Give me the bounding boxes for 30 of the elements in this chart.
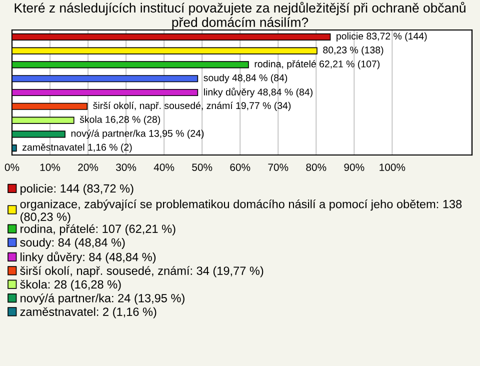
data-label: policie 83,72 % (144) (336, 32, 427, 42)
data-label: 80,23 % (138) (323, 46, 384, 56)
x-tick-label: 60% (230, 164, 250, 171)
data-label: rodina, přátelé 62,21 % (107) (254, 60, 380, 70)
x-tick-label: 0% (4, 164, 20, 171)
x-tick-label: 40% (154, 164, 174, 171)
x-tick-label: 80% (306, 164, 326, 171)
legend-label: linky důvěry: 84 (48,84 %) (20, 252, 156, 264)
data-label: nový/á partner/ka 13,95 % (24) (71, 130, 204, 139)
data-label: soudy 48,84 % (84) (204, 74, 288, 84)
data-label: širší okolí, např. sousedé, známí 19,77 % (34) (93, 102, 291, 111)
legend-label: širší okolí, např. sousedé, známí: 34 (19,77 %) (20, 266, 264, 278)
legend-label: soudy: 84 (48,84 %) (20, 238, 125, 249)
legend-label: škola: 28 (16,28 %) (20, 280, 121, 291)
x-tick-label: 20% (78, 164, 98, 171)
legend-label: organizace, zabývající se problematikou domácího násilí a pomocí jeho obětem: 138 (80,23 %) (20, 199, 462, 224)
x-tick-label: 100% (380, 164, 406, 171)
x-tick-label: 70% (268, 164, 288, 171)
x-tick-label: 90% (344, 164, 364, 171)
legend-label: zaměstnavatel: 2 (1,16 %) (20, 307, 156, 318)
chart-title: Které z následujících institucí považujete za nejdůležitější při ochraně občanů před domácím násilím? (14, 2, 466, 30)
x-tick-label: 50% (192, 164, 212, 171)
data-label: zaměstnavatel 1,16 % (2) (22, 144, 132, 153)
legend-label: policie: 144 (83,72 %) (20, 184, 134, 196)
data-label: škola 16,28 % (28) (80, 116, 160, 125)
legend-label: nový/á partner/ka: 24 (13,95 %) (20, 294, 184, 305)
legend-label: rodina, přátelé: 107 (62,21 %) (20, 224, 176, 236)
x-tick-label: 30% (116, 164, 136, 171)
x-tick-label: 10% (40, 164, 60, 171)
data-label: linky důvěry 48,84 % (84) (204, 88, 312, 98)
